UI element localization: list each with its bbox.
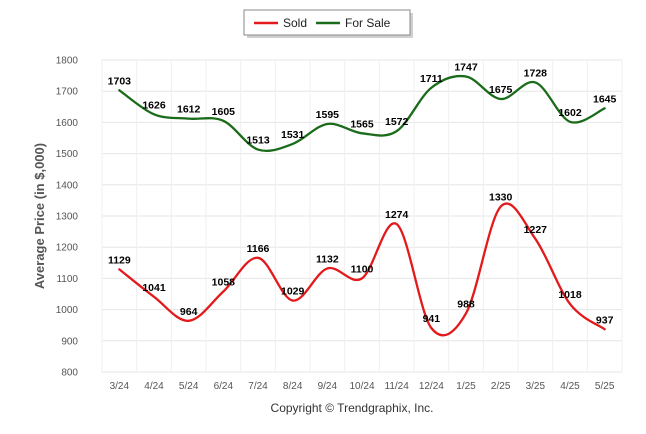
series-lines: [118, 74, 606, 337]
legend: Sold For Sale: [243, 9, 413, 38]
data-label-for-sale: 1747: [454, 62, 478, 74]
x-tick-label: 10/24: [349, 381, 374, 392]
data-label-sold: 964: [180, 306, 198, 318]
axes: 800 900 1000 1100 1200 1300 1400 1500 1600 1700 18…: [56, 56, 615, 393]
x-tick-label: 5/24: [179, 381, 199, 392]
y-tick-label: 1600: [56, 118, 79, 129]
data-label-for-sale: 1513: [246, 135, 270, 147]
y-tick-label: 1100: [56, 274, 78, 285]
gridlines: [101, 59, 623, 373]
y-tick-label: 1000: [56, 305, 79, 316]
data-label-sold: 1129: [108, 254, 131, 266]
x-tick-label: 6/24: [214, 381, 234, 392]
data-label-sold: 1274: [385, 209, 409, 221]
legend-label-for-sale: For Sale: [345, 16, 391, 30]
data-labels: 1129 1041 964 1058 1166 1029 1132 1100 1274 941 98…: [108, 62, 617, 327]
data-label-sold: 1058: [212, 277, 236, 289]
series-line-sold: [118, 202, 606, 337]
y-tick-label: 1800: [56, 56, 79, 67]
copyright-credit: Copyright © Trendgraphix, Inc.: [271, 401, 434, 415]
x-tick-label: 5/25: [595, 381, 615, 392]
data-label-for-sale: 1703: [108, 75, 132, 87]
data-label-for-sale: 1602: [558, 107, 582, 119]
data-label-for-sale: 1711: [420, 73, 443, 85]
y-tick-label: 900: [61, 336, 78, 347]
data-label-sold: 1132: [316, 253, 339, 265]
x-tick-label: 3/25: [526, 381, 546, 392]
legend-label-sold: Sold: [283, 16, 307, 30]
data-label-sold: 1029: [281, 286, 305, 298]
data-label-for-sale: 1675: [489, 84, 513, 96]
data-label-for-sale: 1645: [593, 93, 617, 105]
x-tick-label: 12/24: [419, 381, 444, 392]
data-label-for-sale: 1728: [524, 67, 548, 79]
data-label-sold: 988: [457, 298, 475, 310]
data-label-sold: 1330: [489, 192, 513, 204]
x-tick-label: 4/24: [144, 381, 164, 392]
x-tick-label: 8/24: [283, 381, 303, 392]
data-label-sold: 1166: [247, 243, 270, 255]
y-tick-label: 1500: [56, 149, 79, 160]
data-label-for-sale: 1612: [177, 104, 201, 116]
data-label-for-sale: 1605: [212, 106, 236, 118]
data-label-sold: 937: [596, 314, 614, 326]
y-tick-label: 800: [61, 368, 78, 379]
data-label-for-sale: 1595: [316, 109, 340, 121]
y-tick-label: 1200: [56, 243, 79, 254]
y-axis-title: Average Price (in $,000): [32, 143, 47, 289]
data-label-sold: 941: [423, 313, 441, 325]
data-label-sold: 1018: [558, 289, 582, 301]
y-tick-label: 1700: [56, 87, 79, 98]
data-label-sold: 1041: [142, 282, 166, 294]
x-tick-label: 2/25: [491, 381, 511, 392]
x-tick-label: 4/25: [560, 381, 580, 392]
series-line-for-sale: [118, 74, 606, 153]
x-tick-label: 3/24: [110, 381, 130, 392]
x-tick-label: 1/25: [456, 381, 476, 392]
x-tick-label: 11/24: [385, 381, 410, 392]
data-label-sold: 1100: [351, 263, 374, 275]
data-label-sold: 1227: [524, 224, 548, 236]
x-tick-label: 9/24: [318, 381, 338, 392]
data-label-for-sale: 1565: [350, 118, 374, 130]
y-tick-label: 1300: [56, 212, 79, 223]
y-tick-label: 1400: [56, 180, 79, 191]
data-label-for-sale: 1531: [281, 129, 305, 141]
x-tick-label: 7/24: [248, 381, 268, 392]
data-label-for-sale: 1626: [142, 99, 166, 111]
data-label-for-sale: 1572: [385, 116, 409, 128]
